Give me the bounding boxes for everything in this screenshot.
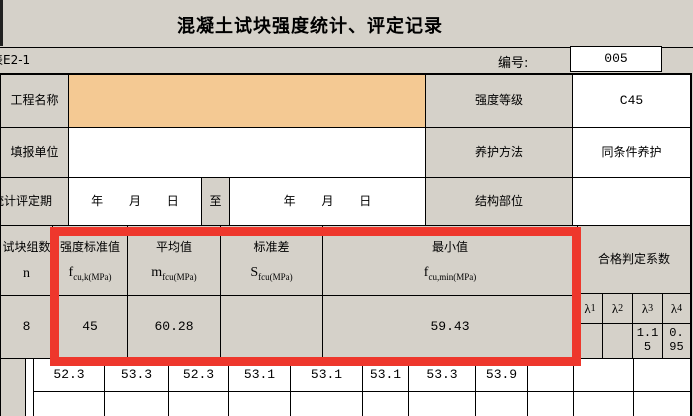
lambda-subscript: 3: [648, 302, 654, 314]
grid-cell[interactable]: [290, 391, 363, 416]
mean-value-cell[interactable]: 60.28: [127, 295, 221, 359]
serial-number-cell[interactable]: 005: [570, 46, 662, 72]
group-count-header: 试块组数 n: [0, 225, 53, 296]
grid-cell[interactable]: [527, 358, 574, 392]
reporting-unit-label: 填报单位: [0, 127, 69, 178]
grid-row-stub: [0, 358, 26, 416]
lambda-symbol: λ: [641, 300, 649, 316]
grid-cell[interactable]: [633, 391, 691, 416]
lambda3-value[interactable]: 1.15: [632, 323, 663, 359]
group-count-symbol: n: [23, 265, 30, 281]
lambda1-value[interactable]: [577, 323, 603, 359]
grid-cell[interactable]: [104, 391, 169, 416]
grid-cell[interactable]: 52.3: [33, 358, 105, 392]
std-dev-formula: Sfcu(MPa): [250, 265, 292, 283]
date-to-cell[interactable]: 年 月 日: [229, 177, 426, 226]
structure-part-label: 结构部位: [425, 177, 573, 226]
grid-cell[interactable]: [168, 391, 229, 416]
min-value-title: 最小值: [431, 240, 468, 254]
lambda-subscript: 4: [677, 302, 683, 314]
lambda-subscript: 1: [590, 302, 596, 314]
mean-value-formula: mfcu(MPa): [151, 265, 196, 283]
min-value-cell[interactable]: 59.43: [322, 295, 578, 359]
evaluation-period-label-text: 统计评定期: [0, 194, 53, 209]
std-value-title: 强度标准值: [59, 240, 120, 254]
std-value-formula: fcu,k(MPa): [69, 265, 112, 283]
reporting-unit-input[interactable]: [68, 127, 426, 178]
evaluation-period-label: 统计评定期: [0, 177, 69, 226]
formula-symbol: m: [151, 265, 163, 281]
grid-cell[interactable]: 53.1: [290, 358, 363, 392]
structure-part-value[interactable]: [572, 177, 691, 226]
std-value-cell[interactable]: 45: [52, 295, 128, 359]
min-value-formula: fcu,min(MPa): [424, 265, 476, 283]
grid-cell[interactable]: 53.9: [475, 358, 528, 392]
grid-cell[interactable]: 53.1: [228, 358, 291, 392]
formula-symbol: S: [250, 265, 259, 281]
grid-cell[interactable]: [475, 391, 528, 416]
lambda-symbol: λ: [670, 300, 678, 316]
grid-cell[interactable]: 53.3: [408, 358, 476, 392]
date-to-separator: 至: [201, 177, 230, 226]
grid-gap: [26, 359, 33, 416]
formula-symbol: f: [68, 265, 74, 281]
formula-subscript: fcu(MPa): [162, 272, 197, 283]
std-dev-header: 标准差 Sfcu(MPa): [220, 225, 323, 296]
screen-edge-artifact: [0, 0, 3, 46]
curing-method-value[interactable]: 同条件养护: [572, 127, 691, 178]
mean-value-title: 平均值: [155, 240, 192, 254]
lambda-subscript: 2: [618, 302, 624, 314]
formula-subscript: cu,k(MPa): [73, 272, 112, 283]
grid-cell[interactable]: [633, 358, 691, 392]
date-from-cell[interactable]: 年 月 日: [68, 177, 202, 226]
grid-cell[interactable]: [527, 391, 574, 416]
title-divider: [0, 47, 693, 48]
strength-grade-label: 强度等级: [425, 73, 573, 128]
curing-method-label: 养护方法: [425, 127, 573, 178]
project-name-input[interactable]: [68, 73, 426, 128]
page-title: 混凝土试块强度统计、评定记录: [177, 16, 443, 37]
strength-grade-value[interactable]: C45: [572, 73, 691, 128]
formula-symbol: f: [423, 265, 429, 281]
group-count-title: 试块组数: [2, 240, 51, 255]
mean-value-header: 平均值 mfcu(MPa): [127, 225, 221, 296]
formula-subscript: fcu(MPa): [258, 272, 293, 283]
grid-cell[interactable]: [573, 358, 634, 392]
grid-cell[interactable]: 53.3: [104, 358, 169, 392]
grid-cell[interactable]: [408, 391, 476, 416]
formula-subscript: cu,min(MPa): [428, 272, 477, 283]
form-code: 表E2-1: [0, 53, 31, 67]
grid-cell[interactable]: [573, 391, 634, 416]
grid-cell[interactable]: [362, 391, 409, 416]
grid-cell[interactable]: [33, 391, 105, 416]
group-count-value[interactable]: 8: [0, 295, 53, 359]
project-name-label: 工程名称: [0, 73, 69, 128]
lambda-symbol: λ: [611, 300, 619, 316]
coeff-header: 合格判定系数: [577, 225, 691, 294]
std-value-header: 强度标准值 fcu,k(MPa): [52, 225, 128, 296]
min-value-header: 最小值 fcu,min(MPa): [322, 225, 578, 296]
std-dev-title: 标准差: [253, 240, 290, 254]
lambda4-value[interactable]: 0.95: [662, 323, 691, 359]
serial-label: 编号:: [498, 56, 529, 71]
lambda2-value[interactable]: [602, 323, 633, 359]
grid-cell[interactable]: 53.1: [362, 358, 409, 392]
grid-cell[interactable]: 52.3: [168, 358, 229, 392]
std-dev-cell[interactable]: [220, 295, 323, 359]
grid-cell[interactable]: [228, 391, 291, 416]
lambda-symbol: λ: [584, 300, 591, 316]
